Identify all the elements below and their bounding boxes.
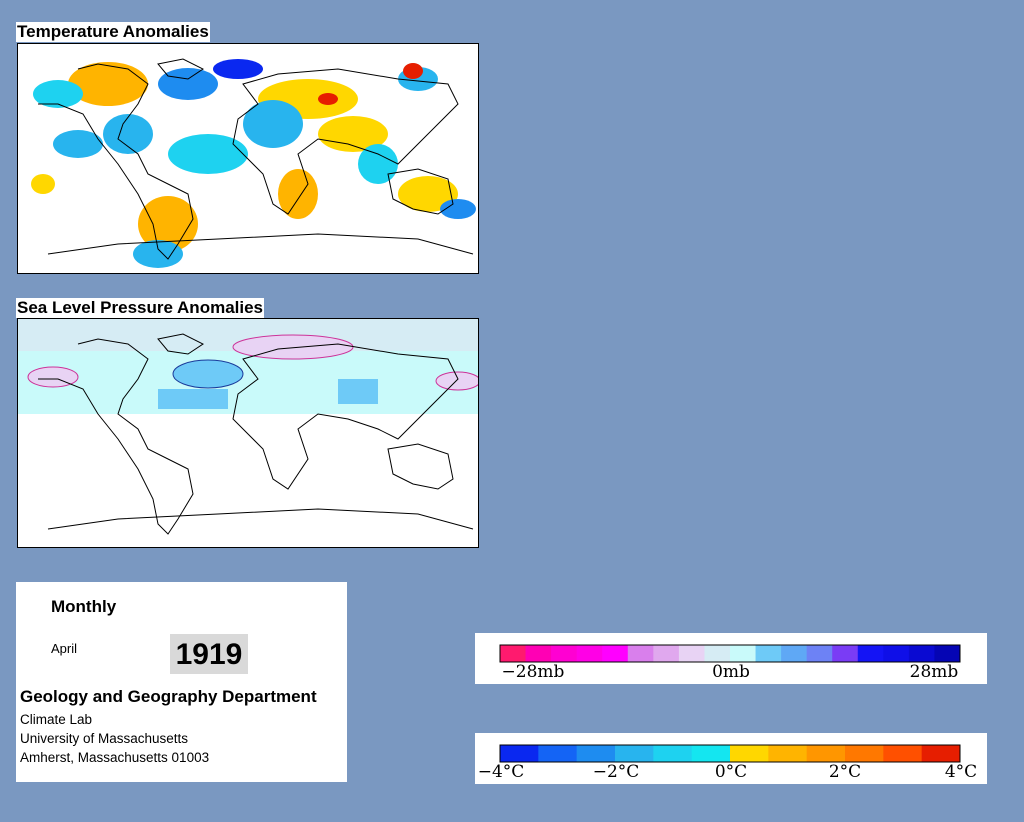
legend-swatch bbox=[908, 645, 935, 662]
anomaly-patch bbox=[318, 116, 388, 152]
legend-swatch bbox=[768, 745, 808, 762]
legend-swatch bbox=[576, 745, 616, 762]
anomaly-patch bbox=[243, 100, 303, 148]
temp-label-minus4: −4°C bbox=[478, 762, 525, 782]
anomaly-patch bbox=[158, 68, 218, 100]
anomaly-patch bbox=[403, 63, 423, 79]
anomaly-patch bbox=[31, 174, 55, 194]
legend-swatch bbox=[857, 645, 884, 662]
legend-swatch bbox=[934, 645, 961, 662]
legend-swatch bbox=[806, 645, 833, 662]
anomaly-patch bbox=[213, 59, 263, 79]
pressure-max-label: 28mb bbox=[910, 662, 959, 682]
address-line: Amherst, Massachusetts 01003 bbox=[20, 750, 210, 765]
temp-label-2: 2°C bbox=[829, 762, 861, 782]
legend-swatch bbox=[500, 745, 539, 762]
info-panel: Monthly April 1919 Geology and Geography… bbox=[16, 582, 347, 782]
legend-swatch bbox=[730, 745, 769, 762]
anomaly-patch bbox=[33, 80, 83, 108]
year-display: 1919 bbox=[170, 634, 248, 674]
lab-name: Climate Lab bbox=[20, 712, 93, 727]
legend-swatch bbox=[755, 645, 782, 662]
anomaly-patch bbox=[440, 199, 476, 219]
legend-swatch bbox=[845, 745, 884, 762]
legend-swatch bbox=[691, 745, 731, 762]
legend-swatch bbox=[602, 645, 629, 662]
legend-swatch bbox=[525, 645, 552, 662]
legend-frame bbox=[499, 644, 961, 663]
temperature-color-bar bbox=[499, 744, 961, 763]
legend-swatch bbox=[627, 645, 654, 662]
legend-swatch bbox=[883, 745, 923, 762]
temp-label-0: 0°C bbox=[715, 762, 747, 782]
legend-swatch bbox=[538, 745, 578, 762]
pressure-map-title: Sea Level Pressure Anomalies bbox=[16, 298, 265, 318]
temp-label-minus2: −2°C bbox=[593, 762, 640, 782]
temperature-legend: −4°C −2°C 0°C 2°C 4°C bbox=[475, 733, 987, 784]
temp-label-4: 4°C bbox=[945, 762, 977, 782]
pressure-color-bar bbox=[499, 644, 961, 663]
anomaly-patch bbox=[398, 176, 458, 212]
anomaly-patch bbox=[68, 62, 148, 106]
legend-swatch bbox=[653, 745, 693, 762]
legend-swatch bbox=[678, 645, 705, 662]
anomaly-patch bbox=[53, 130, 103, 158]
legend-swatch bbox=[704, 645, 731, 662]
pressure-anomaly-map bbox=[17, 318, 479, 548]
month-label: April bbox=[51, 641, 78, 656]
coastline-outline bbox=[38, 58, 474, 260]
frequency-label: Monthly bbox=[51, 597, 117, 616]
legend-swatch bbox=[500, 645, 527, 662]
temperature-map-title: Temperature Anomalies bbox=[16, 22, 210, 42]
legend-swatch bbox=[551, 645, 578, 662]
pressure-legend: −28mb 0mb 28mb bbox=[475, 633, 987, 684]
anomaly-patch bbox=[168, 134, 248, 174]
anomaly-patch bbox=[103, 114, 153, 154]
department-name: Geology and Geography Department bbox=[20, 687, 317, 706]
anomaly-patch bbox=[318, 93, 338, 105]
temperature-anomaly-field bbox=[31, 59, 476, 268]
anomaly-patch bbox=[278, 169, 318, 219]
legend-swatch bbox=[781, 645, 808, 662]
temperature-anomaly-map bbox=[17, 43, 479, 274]
legend-swatch bbox=[832, 645, 859, 662]
legend-swatch bbox=[806, 745, 846, 762]
legend-swatch bbox=[730, 645, 757, 662]
university-name: University of Massachusetts bbox=[20, 731, 189, 746]
pressure-zero-label: 0mb bbox=[712, 662, 750, 682]
legend-frame bbox=[499, 744, 961, 763]
pressure-min-label: −28mb bbox=[502, 662, 565, 682]
anomaly-patch bbox=[138, 196, 198, 252]
anomaly-patch bbox=[133, 240, 183, 268]
coastline-outline bbox=[38, 333, 474, 535]
legend-swatch bbox=[615, 745, 654, 762]
legend-swatch bbox=[576, 645, 603, 662]
anomaly-patch bbox=[358, 144, 398, 184]
legend-swatch bbox=[883, 645, 910, 662]
legend-swatch bbox=[653, 645, 680, 662]
legend-swatch bbox=[921, 745, 961, 762]
